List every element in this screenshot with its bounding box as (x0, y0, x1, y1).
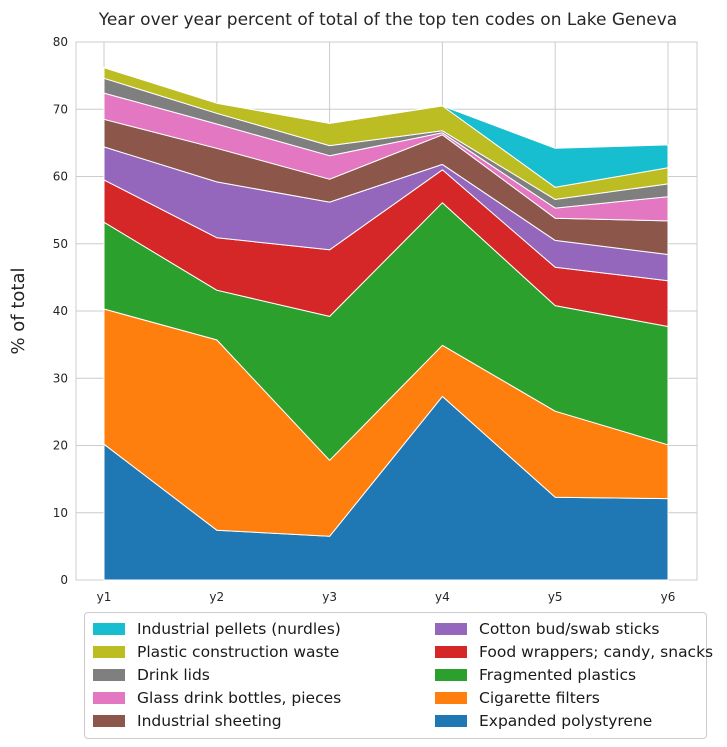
legend-item: Expanded polystyrene (435, 710, 652, 732)
tick-layer: 0 10 20 30 40 50 60 70 80 y1 y2 y3 y4 y5 y6 (53, 35, 676, 604)
legend-swatch (93, 646, 125, 658)
x-tick-label: y5 (548, 590, 563, 604)
legend-label: Fragmented plastics (479, 666, 637, 684)
legend: Industrial pellets (nurdles) Plastic cons… (84, 612, 713, 739)
legend-swatch (435, 692, 467, 704)
legend-item: Plastic construction waste (93, 641, 339, 663)
legend-label: Drink lids (137, 666, 210, 684)
legend-swatch (93, 692, 125, 704)
legend-label: Industrial pellets (nurdles) (137, 620, 341, 638)
x-tick-label: y3 (322, 590, 337, 604)
legend-label: Food wrappers; candy, snacks (479, 643, 714, 661)
legend-swatch (93, 715, 125, 727)
y-tick-label: 20 (53, 439, 68, 453)
chart-title: Year over year percent of total of the t… (98, 10, 677, 30)
y-tick-label: 30 (53, 371, 68, 385)
legend-label: Plastic construction waste (137, 643, 340, 661)
legend-label: Glass drink bottles, pieces (137, 689, 342, 707)
area-industrial-pellets-nurdles (103, 67, 669, 188)
y-tick-label: 80 (53, 35, 68, 49)
y-tick-label: 40 (53, 304, 68, 318)
legend-item: Fragmented plastics (435, 664, 636, 686)
legend-item: Drink lids (93, 664, 210, 686)
legend-swatch (435, 669, 467, 681)
x-tick-label: y4 (435, 590, 450, 604)
x-tick-label: y6 (661, 590, 676, 604)
legend-label: Industrial sheeting (137, 712, 282, 730)
y-tick-label: 70 (53, 102, 68, 116)
legend-label: Cotton bud/swab sticks (479, 620, 660, 638)
legend-label: Expanded polystyrene (479, 712, 653, 730)
legend-item: Food wrappers; candy, snacks (435, 641, 713, 663)
legend-label: Cigarette filters (479, 689, 600, 707)
legend-swatch (93, 623, 125, 635)
y-tick-label: 60 (53, 170, 68, 184)
y-tick-label: 0 (60, 573, 68, 587)
y-tick-label: 50 (53, 237, 68, 251)
legend-swatch (435, 623, 467, 635)
legend-item: Industrial sheeting (93, 710, 282, 732)
legend-item: Industrial pellets (nurdles) (93, 618, 341, 640)
area-layer (103, 67, 669, 581)
legend-swatch (435, 715, 467, 727)
legend-swatch (435, 646, 467, 658)
legend-item: Cotton bud/swab sticks (435, 618, 659, 640)
y-axis-label: % of total (8, 267, 29, 354)
stacked-area-chart: Year over year percent of total of the t… (8, 10, 698, 604)
x-tick-label: y1 (97, 590, 112, 604)
y-tick-label: 10 (53, 506, 68, 520)
x-tick-label: y2 (209, 590, 224, 604)
legend-item: Cigarette filters (435, 687, 600, 709)
legend-item: Glass drink bottles, pieces (93, 687, 341, 709)
legend-swatch (93, 669, 125, 681)
